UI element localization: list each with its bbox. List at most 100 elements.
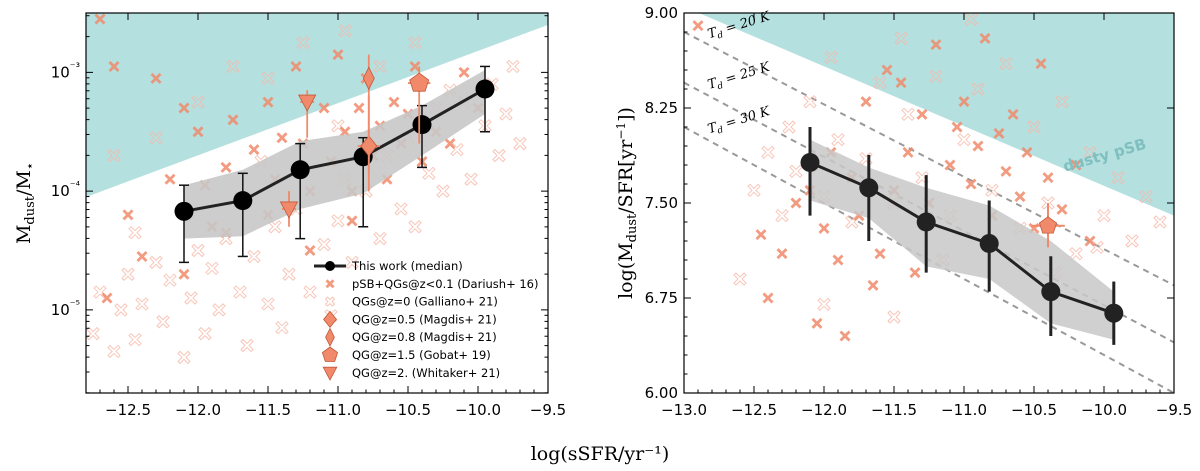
galliano-point xyxy=(156,315,170,329)
legend-label: QG@z=0.8 (Magdis+ 21) xyxy=(352,330,497,344)
galliano-point xyxy=(212,303,226,317)
highz-point-triangle-down xyxy=(298,94,317,112)
x-tick-label: −13.0 xyxy=(661,401,707,419)
galliano-point xyxy=(128,332,142,347)
dariush-point xyxy=(909,267,921,279)
galliano-point xyxy=(492,148,506,163)
galliano-point xyxy=(275,320,289,335)
galliano-point xyxy=(901,107,915,122)
dariush-point xyxy=(220,161,232,173)
legend-label: QG@z=0.5 (Magdis+ 21) xyxy=(352,312,497,326)
dariush-point xyxy=(1021,146,1033,158)
highz-point-triangle-down xyxy=(279,201,299,219)
x-tick-label: −9.5 xyxy=(530,401,566,419)
galliano-point xyxy=(1139,189,1153,204)
galliano-point xyxy=(775,208,789,223)
dariush-point xyxy=(227,114,239,126)
galliano-point xyxy=(915,170,929,185)
galliano-point xyxy=(929,69,943,84)
legend-pentagon-marker xyxy=(321,346,339,362)
galliano-point xyxy=(261,297,275,311)
legend-label: QG@z=2. (Whitaker+ 21) xyxy=(352,366,500,380)
dariush-point xyxy=(1007,108,1019,120)
dariush-point xyxy=(972,140,984,152)
galliano-point xyxy=(971,82,985,96)
galliano-point xyxy=(831,132,845,147)
x-tick-label: −12.5 xyxy=(731,401,777,419)
dariush-point xyxy=(1014,191,1026,203)
median-band xyxy=(810,139,1114,340)
dariush-point xyxy=(1042,172,1054,184)
galliano-point xyxy=(268,220,282,234)
y-tick-label: 10⁻³ xyxy=(51,60,80,81)
dariush-point xyxy=(276,132,288,144)
dariush-point xyxy=(444,138,456,150)
td-line-label: Td = 25 K xyxy=(706,59,773,94)
left-panel: −12.5 −12.0 −11.5 −11.0 −10.5 −10.0 −9.5 10⁻⁵ 10… xyxy=(13,12,566,419)
galliano-point xyxy=(859,151,873,166)
dariush-point xyxy=(762,292,774,304)
median-point xyxy=(916,212,936,232)
galliano-point xyxy=(817,297,831,312)
y-tick-label: 10⁻⁴ xyxy=(51,179,81,200)
median-point xyxy=(1104,303,1124,323)
dariush-point xyxy=(122,209,134,221)
galliano-point xyxy=(303,285,317,299)
dariush-point xyxy=(248,144,260,156)
dariush-point xyxy=(150,72,162,84)
left-y-axis-label: Mdust/M⋆ xyxy=(13,162,38,244)
galliano-point xyxy=(733,272,747,286)
galliano-point xyxy=(107,148,121,163)
galliano-point xyxy=(499,107,513,121)
galliano-point xyxy=(422,166,436,181)
dariush-point xyxy=(318,102,330,114)
y-tick-label: 6.00 xyxy=(645,384,678,402)
galliano-point xyxy=(436,184,450,198)
galliano-point xyxy=(464,172,478,186)
galliano-point xyxy=(121,267,135,281)
galliano-point xyxy=(296,35,310,50)
dariush-point xyxy=(867,279,879,291)
legend-x-open-marker xyxy=(324,296,336,307)
dariush-point xyxy=(790,197,802,209)
median-point xyxy=(1041,282,1061,302)
dariush-point xyxy=(346,215,358,227)
y-tick-label: 9.00 xyxy=(645,4,678,22)
galliano-point xyxy=(114,303,128,317)
legend-label: This work (median) xyxy=(351,259,463,273)
median-point xyxy=(979,234,999,254)
median-point xyxy=(800,152,820,172)
galliano-point xyxy=(1153,215,1167,229)
galliano-point xyxy=(408,220,422,234)
galliano-point xyxy=(282,267,296,281)
dariush-point xyxy=(409,60,421,72)
dariush-point xyxy=(965,178,977,190)
dariush-point xyxy=(1070,159,1082,171)
galliano-point xyxy=(128,225,142,240)
right-y-axis-label: log(Mdust/SFR[yr−1]) xyxy=(614,107,640,299)
dariush-point xyxy=(101,292,113,304)
galliano-point xyxy=(373,231,387,246)
dariush-point xyxy=(304,245,316,256)
dariush-point xyxy=(811,317,823,329)
dariush-point xyxy=(755,229,767,241)
dariush-point xyxy=(332,49,344,61)
galliano-point xyxy=(205,261,219,276)
galliano-point xyxy=(107,344,121,359)
median-point xyxy=(290,160,310,180)
galliano-point xyxy=(240,338,254,353)
galliano-point xyxy=(331,214,345,228)
galliano-point xyxy=(1055,94,1069,109)
dariush-point xyxy=(881,64,893,76)
galliano-point xyxy=(247,249,261,264)
median-line xyxy=(183,87,486,213)
galliano-point xyxy=(1097,208,1111,223)
dariush-point xyxy=(692,20,704,32)
x-tick-label: −12.0 xyxy=(175,401,221,419)
dariush-point xyxy=(993,127,1005,139)
right-panel: −13.0 −12.5 −12.0 −11.5 −11.0 −10.5 −10.0 −9.5 6… xyxy=(614,4,1192,419)
dariush-point xyxy=(930,39,942,51)
galliano-point xyxy=(394,202,408,216)
dariush-point xyxy=(839,330,851,342)
galliano-point xyxy=(177,350,191,365)
